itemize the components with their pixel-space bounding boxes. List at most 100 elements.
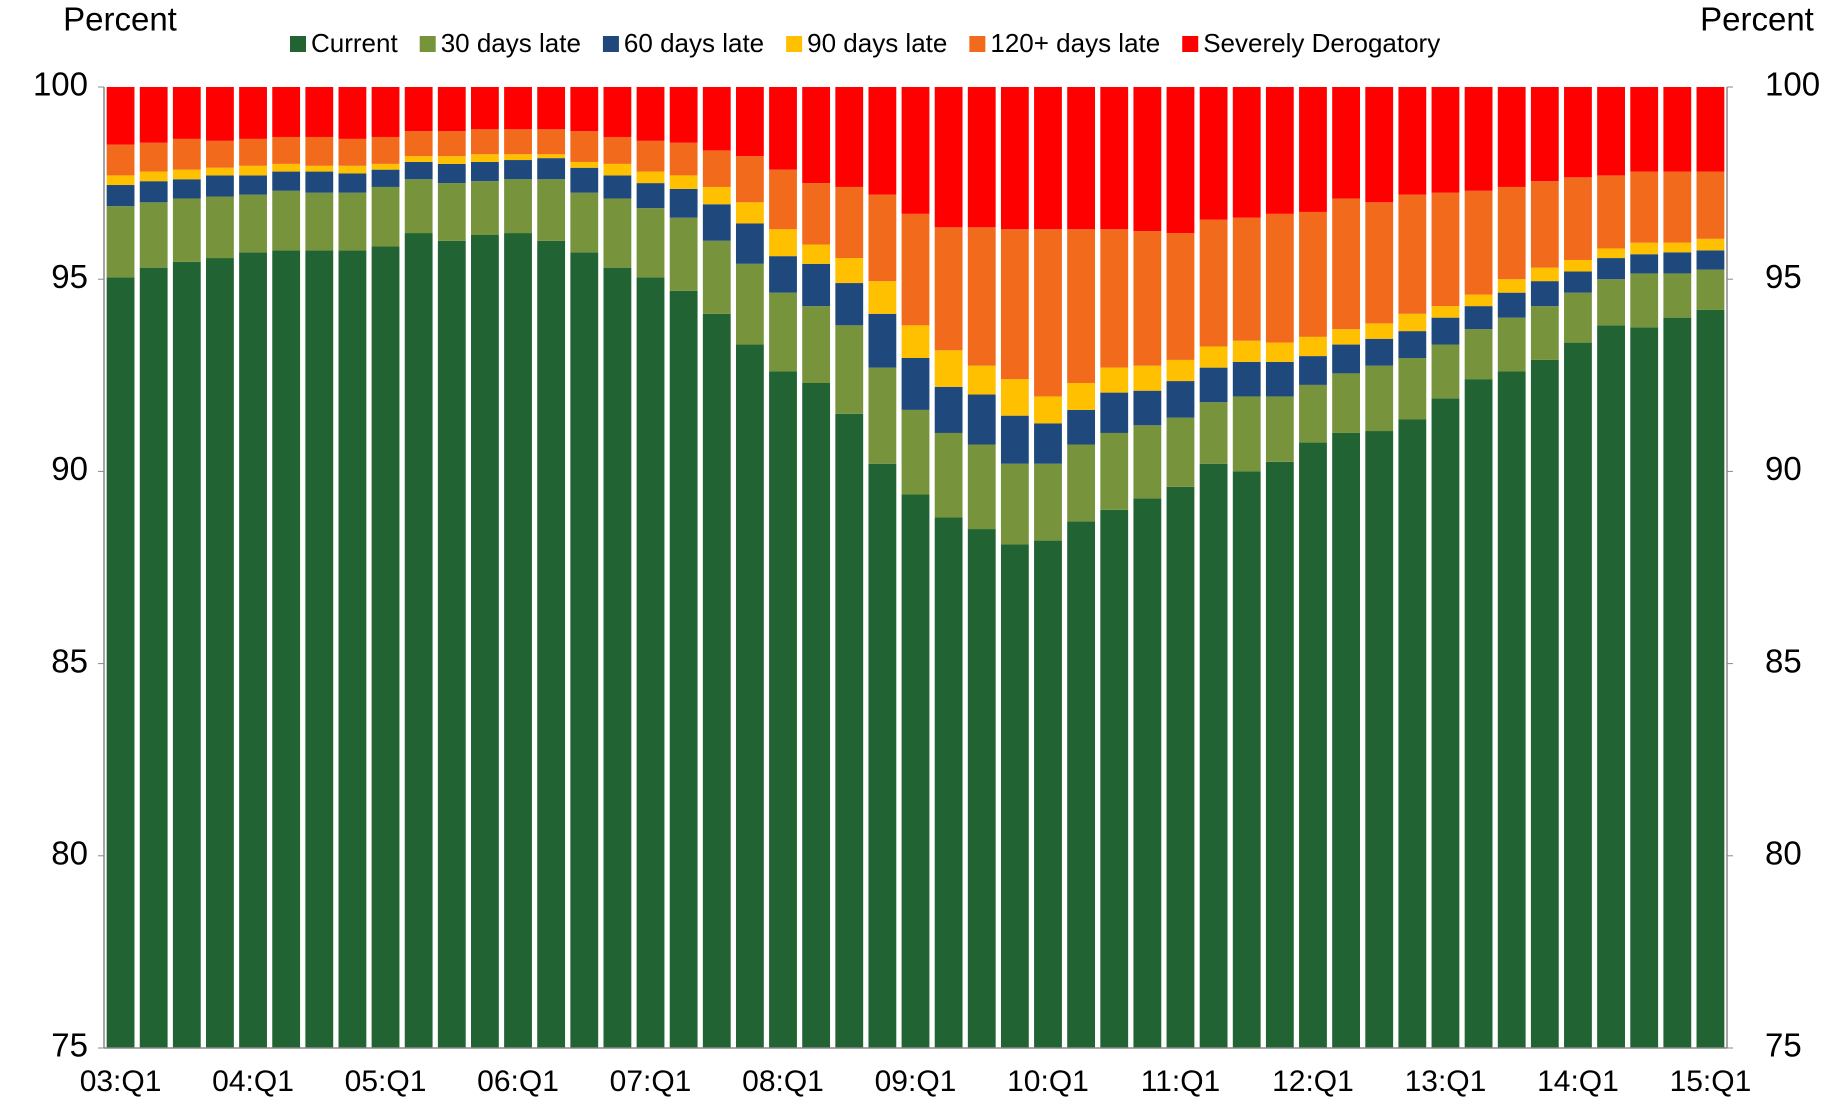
bar-segment bbox=[1034, 540, 1062, 1048]
bar-segment bbox=[272, 87, 301, 137]
bar-segment bbox=[1663, 171, 1692, 243]
bar-segment bbox=[1365, 202, 1394, 324]
bar-segment bbox=[1199, 87, 1228, 220]
bar-segment bbox=[769, 256, 797, 293]
bar-segment bbox=[636, 140, 665, 172]
bar-segment bbox=[437, 156, 466, 164]
bar-segment bbox=[239, 138, 267, 166]
bar-segment bbox=[1332, 373, 1361, 433]
bar-segment bbox=[1431, 398, 1460, 1048]
bar-segment bbox=[1431, 317, 1460, 345]
bar-segment bbox=[669, 188, 698, 218]
bar-segment bbox=[1564, 177, 1592, 260]
bar-segment bbox=[1166, 381, 1195, 418]
bar-segment bbox=[1464, 190, 1493, 295]
bar-segment bbox=[305, 136, 334, 166]
bar-segment bbox=[206, 140, 234, 168]
bar-segment bbox=[404, 156, 433, 162]
bar-segment bbox=[1398, 331, 1427, 359]
bar-segment bbox=[1100, 432, 1129, 510]
bar-segment bbox=[371, 186, 400, 247]
bar-segment bbox=[769, 169, 797, 230]
legend-swatch bbox=[290, 36, 306, 52]
bar-segment bbox=[835, 413, 864, 1048]
bar-segment bbox=[570, 161, 599, 168]
bar-segment bbox=[172, 261, 201, 1049]
bar-segment bbox=[504, 233, 532, 1048]
legend-label: Severely Derogatory bbox=[1203, 28, 1440, 58]
bar-segment bbox=[1630, 254, 1659, 274]
bar-segment bbox=[470, 234, 499, 1048]
y2-tick-label: 75 bbox=[1765, 1027, 1802, 1064]
bar-segment bbox=[206, 167, 234, 176]
bar-segment bbox=[1398, 358, 1427, 420]
bar-segment bbox=[139, 267, 168, 1049]
bar-segment bbox=[371, 87, 400, 137]
bar-segment bbox=[172, 169, 201, 180]
bar-segment bbox=[1564, 271, 1592, 293]
bar-segment bbox=[470, 161, 499, 182]
bar-segment bbox=[1232, 471, 1261, 1048]
bar-segment bbox=[1100, 367, 1129, 393]
bar-segment bbox=[338, 87, 367, 139]
bar-segment bbox=[1696, 171, 1725, 239]
bar-segment bbox=[172, 87, 201, 139]
legend-label: 90 days late bbox=[807, 28, 947, 58]
x-tick-label: 15:Q1 bbox=[1670, 1065, 1752, 1098]
bar-segment bbox=[1398, 313, 1427, 332]
bar-segment bbox=[868, 463, 897, 1048]
bar-segment bbox=[1597, 87, 1625, 176]
bar-segment bbox=[239, 252, 267, 1049]
bar-segment bbox=[669, 217, 698, 291]
bar-segment bbox=[934, 517, 963, 1048]
bar-segment bbox=[1299, 336, 1327, 357]
bar-segment bbox=[1265, 461, 1294, 1048]
bar-segment bbox=[1564, 259, 1592, 272]
bar-segment bbox=[206, 175, 234, 197]
bar-segment bbox=[1530, 359, 1559, 1048]
x-tick-label: 07:Q1 bbox=[610, 1065, 692, 1098]
bar-segment bbox=[603, 87, 632, 137]
bar-segment bbox=[305, 87, 334, 137]
x-tick-label: 06:Q1 bbox=[477, 1065, 559, 1098]
bar-segment bbox=[603, 163, 632, 176]
bar-segment bbox=[404, 161, 433, 180]
bar-segment bbox=[636, 277, 665, 1048]
bar-segment bbox=[206, 196, 234, 259]
bar-segment bbox=[1630, 327, 1659, 1048]
bar-segment bbox=[967, 529, 996, 1048]
bar-segment bbox=[1232, 87, 1261, 218]
bar-segment bbox=[305, 250, 334, 1048]
bar-segment bbox=[470, 129, 499, 155]
bar-segment bbox=[1365, 87, 1394, 203]
bar-segment bbox=[1133, 231, 1162, 366]
bar-segment bbox=[272, 250, 301, 1048]
bar-segment bbox=[1133, 390, 1162, 426]
bar-segment bbox=[735, 202, 764, 224]
bar-segment bbox=[106, 144, 135, 176]
bar-segment bbox=[802, 382, 831, 1048]
bar-segment bbox=[1265, 213, 1294, 343]
bar-segment bbox=[404, 233, 433, 1048]
bar-segment bbox=[934, 432, 963, 518]
bar-segment bbox=[139, 181, 168, 203]
bar-segment bbox=[1067, 409, 1096, 445]
bar-segment bbox=[802, 183, 831, 245]
bar-segment bbox=[1365, 323, 1394, 339]
bar-segment bbox=[570, 192, 599, 253]
legend-swatch bbox=[1182, 36, 1199, 52]
y-tick-label: 85 bbox=[51, 642, 88, 679]
bar-segment bbox=[934, 386, 963, 433]
bar-segment bbox=[702, 186, 731, 205]
legend-label: Current bbox=[311, 28, 398, 58]
bar-segment bbox=[537, 154, 566, 159]
bar-segment bbox=[1464, 379, 1493, 1048]
bar-segment bbox=[603, 136, 632, 164]
bar-segment bbox=[735, 87, 764, 157]
x-tick-label: 03:Q1 bbox=[80, 1065, 162, 1098]
bar-segment bbox=[1696, 250, 1725, 270]
y2-tick-label: 100 bbox=[1765, 66, 1820, 103]
bar-segment bbox=[603, 267, 632, 1049]
bar-segment bbox=[1133, 425, 1162, 499]
bar-segment bbox=[338, 250, 367, 1048]
